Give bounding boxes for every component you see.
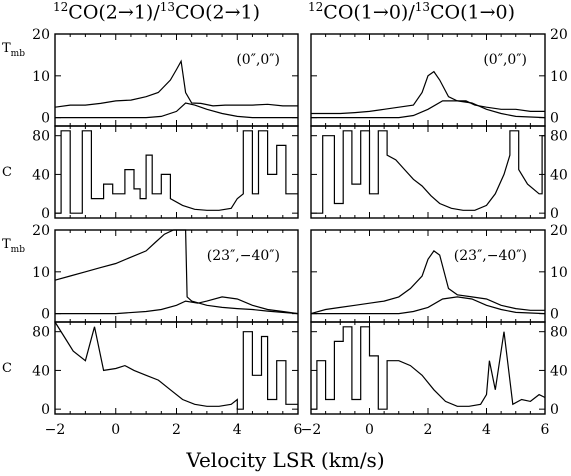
- y-tick-label: 80: [32, 129, 50, 145]
- x-tick-label: 6: [541, 422, 550, 438]
- y-tick-label: 0: [41, 206, 50, 222]
- y-axis-label: C: [2, 361, 12, 376]
- molecule-label: CO(1→0): [430, 1, 516, 24]
- series-line-upper-ratio-left-0: [55, 130, 298, 214]
- y-tick-label: 20: [550, 223, 568, 239]
- position-annotation: (0″,0″): [483, 52, 527, 68]
- molecule-label: CO(2→1)/: [68, 1, 160, 24]
- x-tick-label: −2: [45, 422, 66, 438]
- series-line-top-left-0: [54, 59, 298, 108]
- x-axis-label: Velocity LSR (km/s): [186, 448, 385, 472]
- y-tick-label: 0: [550, 402, 559, 418]
- y-axis-label: C: [2, 165, 12, 180]
- position-annotation: (0″,0″): [236, 52, 280, 68]
- y-axis-label: Tmb: [2, 237, 25, 255]
- y-tick-label: 40: [32, 167, 50, 183]
- series-line-bottom-left-1: [55, 296, 299, 315]
- y-axis-label-subscript: mb: [11, 245, 26, 255]
- y-tick-label: 20: [32, 223, 50, 239]
- y-tick-label: 80: [32, 325, 50, 341]
- panel-frame-top-left: [54, 33, 299, 127]
- y-tick-label: 10: [550, 265, 568, 281]
- y-axis-label-subscript: mb: [11, 49, 26, 59]
- y-tick-label: 0: [41, 111, 50, 127]
- y-tick-label: 20: [32, 27, 50, 43]
- x-tick-label: 2: [424, 422, 433, 438]
- y-tick-label: 0: [550, 307, 559, 323]
- isotope-label: 12: [53, 0, 69, 14]
- position-annotation: (23″,−40″): [454, 248, 527, 264]
- y-tick-label: 20: [550, 27, 568, 43]
- y-tick-label: 10: [550, 69, 568, 85]
- y-tick-label: 40: [550, 363, 568, 379]
- series-line-upper-ratio-right-0: [311, 130, 545, 214]
- x-tick-label: 0: [365, 422, 374, 438]
- y-axis-label: Tmb: [2, 41, 25, 59]
- series-line-bottom-right-0: [310, 250, 545, 315]
- x-tick-label: 0: [111, 422, 120, 438]
- position-annotation: (23″,−40″): [207, 248, 280, 264]
- series-line-top-left-1: [55, 102, 298, 119]
- series-line-bottom-left-0: [54, 229, 299, 315]
- y-tick-label: 40: [32, 363, 50, 379]
- panel-frame-lower-ratio-right: [310, 321, 546, 415]
- x-tick-label: 2: [172, 422, 181, 438]
- isotope-label: 13: [414, 0, 430, 14]
- x-tick-label: 4: [233, 422, 242, 438]
- column-title-left: 12CO(2→1)/13CO(2→1): [53, 0, 260, 34]
- series-line-lower-ratio-right-0: [311, 326, 546, 410]
- column-title-right: 12CO(1→0)/13CO(1→0): [308, 0, 515, 34]
- y-tick-label: 0: [41, 307, 50, 323]
- y-tick-label: 40: [550, 167, 568, 183]
- series-line-lower-ratio-left-0: [54, 321, 298, 410]
- y-tick-label: 80: [550, 325, 568, 341]
- isotope-label: 12: [308, 0, 324, 14]
- series-line-top-right-0: [311, 70, 545, 115]
- y-tick-label: 10: [32, 265, 50, 281]
- molecule-label: CO(1→0)/: [323, 1, 415, 24]
- isotope-label: 13: [159, 0, 175, 14]
- y-tick-label: 0: [550, 206, 559, 222]
- x-tick-label: −2: [301, 422, 322, 438]
- series-line-top-right-1: [311, 100, 546, 119]
- x-tick-label: 6: [294, 422, 303, 438]
- y-tick-label: 10: [32, 69, 50, 85]
- panel-frame-top-right: [310, 33, 546, 127]
- panel-frame-bottom-right: [310, 229, 546, 323]
- y-tick-label: 80: [550, 129, 568, 145]
- series-line-bottom-right-1: [311, 296, 546, 315]
- x-tick-label: 4: [482, 422, 491, 438]
- y-tick-label: 0: [41, 402, 50, 418]
- molecule-label: CO(2→1): [175, 1, 261, 24]
- y-tick-label: 0: [550, 111, 559, 127]
